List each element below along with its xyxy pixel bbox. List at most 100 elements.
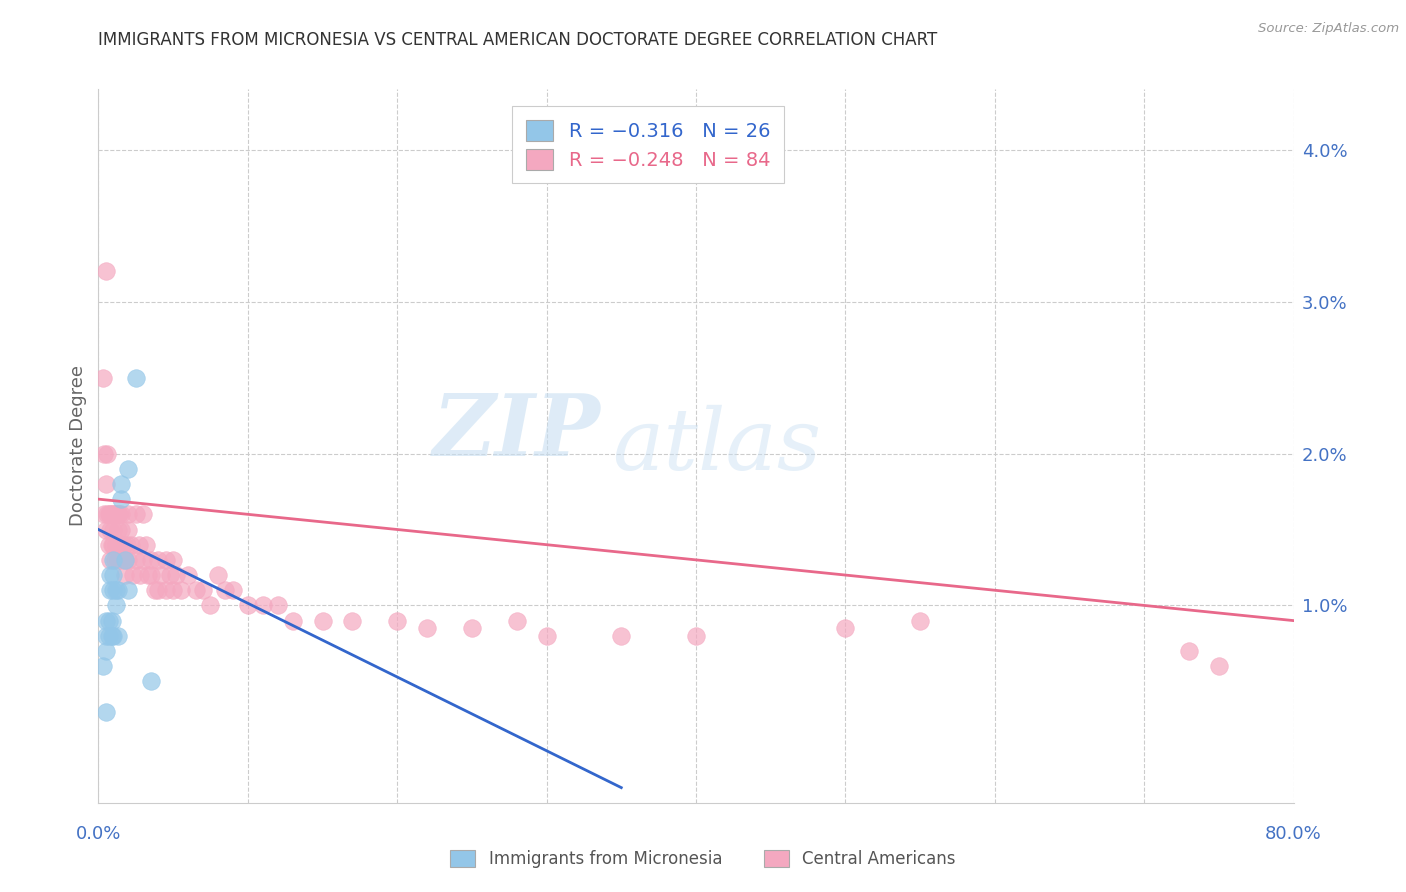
Point [114, 553, 136, 567]
Point [159, 568, 181, 582]
Point [267, 599, 290, 613]
Text: 80.0%: 80.0% [1265, 825, 1322, 843]
Point [115, 538, 138, 552]
Point [94, 614, 117, 628]
Point [506, 614, 529, 628]
Point [311, 614, 333, 628]
Point [416, 621, 439, 635]
Point [207, 568, 229, 582]
Point [93, 508, 115, 522]
Point [114, 568, 136, 582]
Y-axis label: Doctorate Degree: Doctorate Degree [69, 366, 87, 526]
Point [536, 629, 558, 643]
Text: Source: ZipAtlas.com: Source: ZipAtlas.com [1258, 22, 1399, 36]
Point [685, 629, 707, 643]
Point [94, 523, 117, 537]
Point [94, 644, 117, 658]
Point [222, 583, 245, 598]
Point [111, 538, 134, 552]
Point [108, 508, 131, 522]
Point [110, 508, 132, 522]
Legend: R = −0.316   N = 26, R = −0.248   N = 84: R = −0.316 N = 26, R = −0.248 N = 84 [512, 106, 785, 184]
Point [103, 538, 125, 552]
Point [100, 568, 122, 582]
Text: ZIP: ZIP [433, 390, 600, 474]
Point [162, 553, 184, 567]
Point [200, 599, 222, 613]
Point [461, 621, 484, 635]
Point [114, 553, 136, 567]
Point [110, 523, 132, 537]
Point [139, 553, 162, 567]
Point [129, 568, 152, 582]
Text: IMMIGRANTS FROM MICRONESIA VS CENTRAL AMERICAN DOCTORATE DEGREE CORRELATION CHAR: IMMIGRANTS FROM MICRONESIA VS CENTRAL AM… [98, 31, 938, 49]
Point [94, 629, 117, 643]
Point [103, 568, 125, 582]
Point [148, 553, 170, 567]
Point [252, 599, 274, 613]
Point [834, 621, 856, 635]
Point [101, 508, 124, 522]
Point [101, 614, 124, 628]
Point [105, 508, 128, 522]
Point [125, 553, 148, 567]
Point [342, 614, 364, 628]
Point [132, 553, 155, 567]
Point [128, 538, 150, 552]
Point [110, 553, 132, 567]
Point [191, 583, 214, 598]
Point [214, 583, 236, 598]
Point [100, 523, 122, 537]
Point [110, 492, 132, 507]
Point [121, 568, 143, 582]
Point [150, 568, 173, 582]
Point [117, 553, 139, 567]
Point [1178, 644, 1201, 658]
Point [177, 568, 200, 582]
Point [139, 674, 162, 689]
Point [132, 508, 155, 522]
Text: atlas: atlas [613, 405, 821, 487]
Point [91, 370, 114, 384]
Point [104, 553, 127, 567]
Point [100, 583, 122, 598]
Point [107, 508, 129, 522]
Point [94, 477, 117, 491]
Point [105, 599, 128, 613]
Point [96, 447, 118, 461]
Point [112, 538, 135, 552]
Legend: Immigrants from Micronesia, Central Americans: Immigrants from Micronesia, Central Amer… [444, 843, 962, 875]
Point [610, 629, 633, 643]
Point [96, 508, 118, 522]
Point [107, 629, 129, 643]
Point [101, 629, 124, 643]
Point [169, 583, 191, 598]
Point [91, 659, 114, 673]
Point [101, 538, 124, 552]
Point [117, 583, 139, 598]
Point [125, 370, 148, 384]
Point [117, 508, 139, 522]
Point [184, 583, 207, 598]
Point [281, 614, 304, 628]
Point [110, 477, 132, 491]
Point [125, 508, 148, 522]
Point [103, 508, 125, 522]
Point [120, 538, 142, 552]
Point [155, 583, 177, 598]
Point [105, 538, 128, 552]
Point [105, 583, 128, 598]
Point [97, 538, 120, 552]
Point [155, 553, 177, 567]
Point [97, 629, 120, 643]
Point [236, 599, 259, 613]
Point [103, 629, 125, 643]
Point [93, 447, 115, 461]
Point [97, 508, 120, 522]
Point [117, 523, 139, 537]
Point [100, 553, 122, 567]
Point [107, 583, 129, 598]
Point [100, 508, 122, 522]
Point [94, 705, 117, 719]
Point [103, 553, 125, 567]
